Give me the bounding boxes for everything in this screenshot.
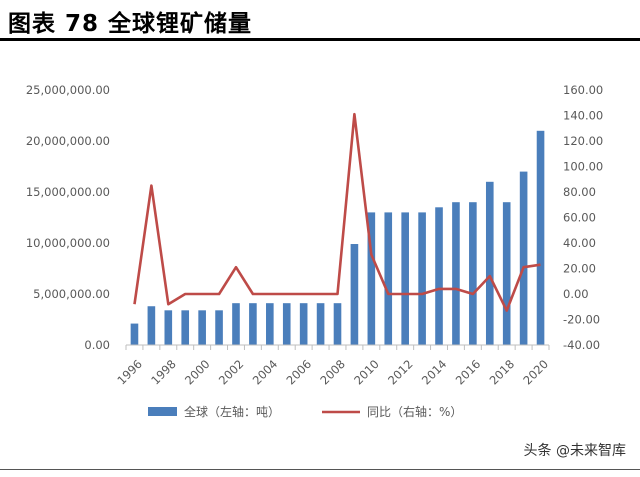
title-rule bbox=[0, 38, 640, 41]
right-axis-tick-label: 20.00 bbox=[563, 262, 596, 276]
left-axis-tick-label: 25,000,000.00 bbox=[26, 83, 110, 97]
bar bbox=[147, 306, 156, 345]
x-axis-tick-label: 2018 bbox=[487, 357, 518, 388]
bar bbox=[452, 202, 460, 345]
bottom-rule bbox=[0, 469, 640, 470]
legend: 全球（左轴：吨） 同比（右轴：%） bbox=[148, 404, 462, 419]
bar bbox=[367, 212, 376, 345]
bar bbox=[469, 202, 477, 345]
x-axis-tick-label: 1998 bbox=[148, 357, 179, 388]
x-axis-tick-label: 2002 bbox=[216, 357, 247, 388]
bar-series bbox=[130, 130, 545, 345]
x-axis-tick-label: 2008 bbox=[317, 357, 348, 388]
bar bbox=[282, 303, 291, 345]
bar bbox=[435, 207, 443, 345]
x-axis-tick-label: 1996 bbox=[114, 357, 145, 388]
right-axis-tick-label: 0.00 bbox=[563, 287, 589, 301]
right-axis-tick-label: 40.00 bbox=[563, 236, 596, 250]
bar bbox=[502, 202, 511, 345]
right-axis-tick-label: 80.00 bbox=[563, 185, 596, 199]
x-axis-tick-label: 2010 bbox=[351, 357, 382, 388]
right-axis-tick-label: 120.00 bbox=[563, 134, 603, 148]
bar bbox=[536, 130, 545, 345]
x-axis-tick-label: 2000 bbox=[182, 357, 213, 388]
bar bbox=[519, 171, 528, 345]
line-series bbox=[133, 112, 541, 312]
bar bbox=[350, 244, 359, 345]
bar bbox=[401, 212, 409, 345]
watermark: 头条 @未来智库 bbox=[523, 443, 626, 459]
right-axis: -40.00 -20.00 0.00 20.00 40.00 60.00 80.00 100.… bbox=[563, 83, 603, 352]
left-axis: 0.00 5,000,000.00 10,000,000.00 15,000,000.… bbox=[26, 83, 110, 352]
yoy-line bbox=[133, 112, 541, 312]
bar bbox=[266, 303, 274, 345]
legend-line-label: 同比（右轴：%） bbox=[367, 404, 462, 419]
page-title: 图表 78 全球锂矿储量 bbox=[8, 11, 253, 37]
x-axis-tick-label: 2016 bbox=[453, 357, 484, 388]
left-axis-tick-label: 15,000,000.00 bbox=[26, 185, 110, 199]
left-axis-tick-label: 5,000,000.00 bbox=[33, 287, 110, 301]
right-axis-tick-label: 140.00 bbox=[563, 109, 603, 123]
bar bbox=[249, 303, 257, 345]
x-axis-tick-label: 2012 bbox=[385, 357, 416, 388]
bar bbox=[130, 323, 139, 345]
left-axis-tick-label: 0.00 bbox=[84, 338, 110, 352]
left-axis-tick-label: 10,000,000.00 bbox=[26, 236, 110, 250]
right-axis-tick-label: 100.00 bbox=[563, 160, 603, 174]
right-axis-tick-label: 160.00 bbox=[563, 83, 603, 97]
x-axis-tick-label: 2006 bbox=[284, 357, 315, 388]
x-axis: 1996 1998 2000 2002 2004 2006 2008 2010 2012 2014… bbox=[114, 344, 551, 388]
right-axis-tick-label: -20.00 bbox=[563, 313, 600, 327]
bar bbox=[418, 212, 426, 345]
legend-bar-swatch bbox=[148, 407, 177, 416]
bar bbox=[232, 303, 240, 345]
bar bbox=[299, 303, 308, 345]
left-axis-tick-label: 20,000,000.00 bbox=[26, 134, 110, 148]
bar bbox=[485, 181, 494, 345]
right-axis-tick-label: 60.00 bbox=[563, 211, 596, 225]
bar bbox=[215, 310, 223, 345]
legend-bar-label: 全球（左轴：吨） bbox=[184, 404, 280, 419]
bar bbox=[181, 310, 190, 345]
x-axis-tick-label: 2014 bbox=[419, 357, 450, 388]
bar bbox=[333, 303, 342, 345]
bar bbox=[198, 310, 206, 345]
bar bbox=[164, 310, 173, 345]
bar bbox=[384, 212, 393, 345]
x-axis-tick-label: 2020 bbox=[520, 357, 551, 388]
bar bbox=[316, 303, 325, 345]
right-axis-tick-label: -40.00 bbox=[563, 338, 600, 352]
x-axis-tick-label: 2004 bbox=[250, 357, 281, 388]
